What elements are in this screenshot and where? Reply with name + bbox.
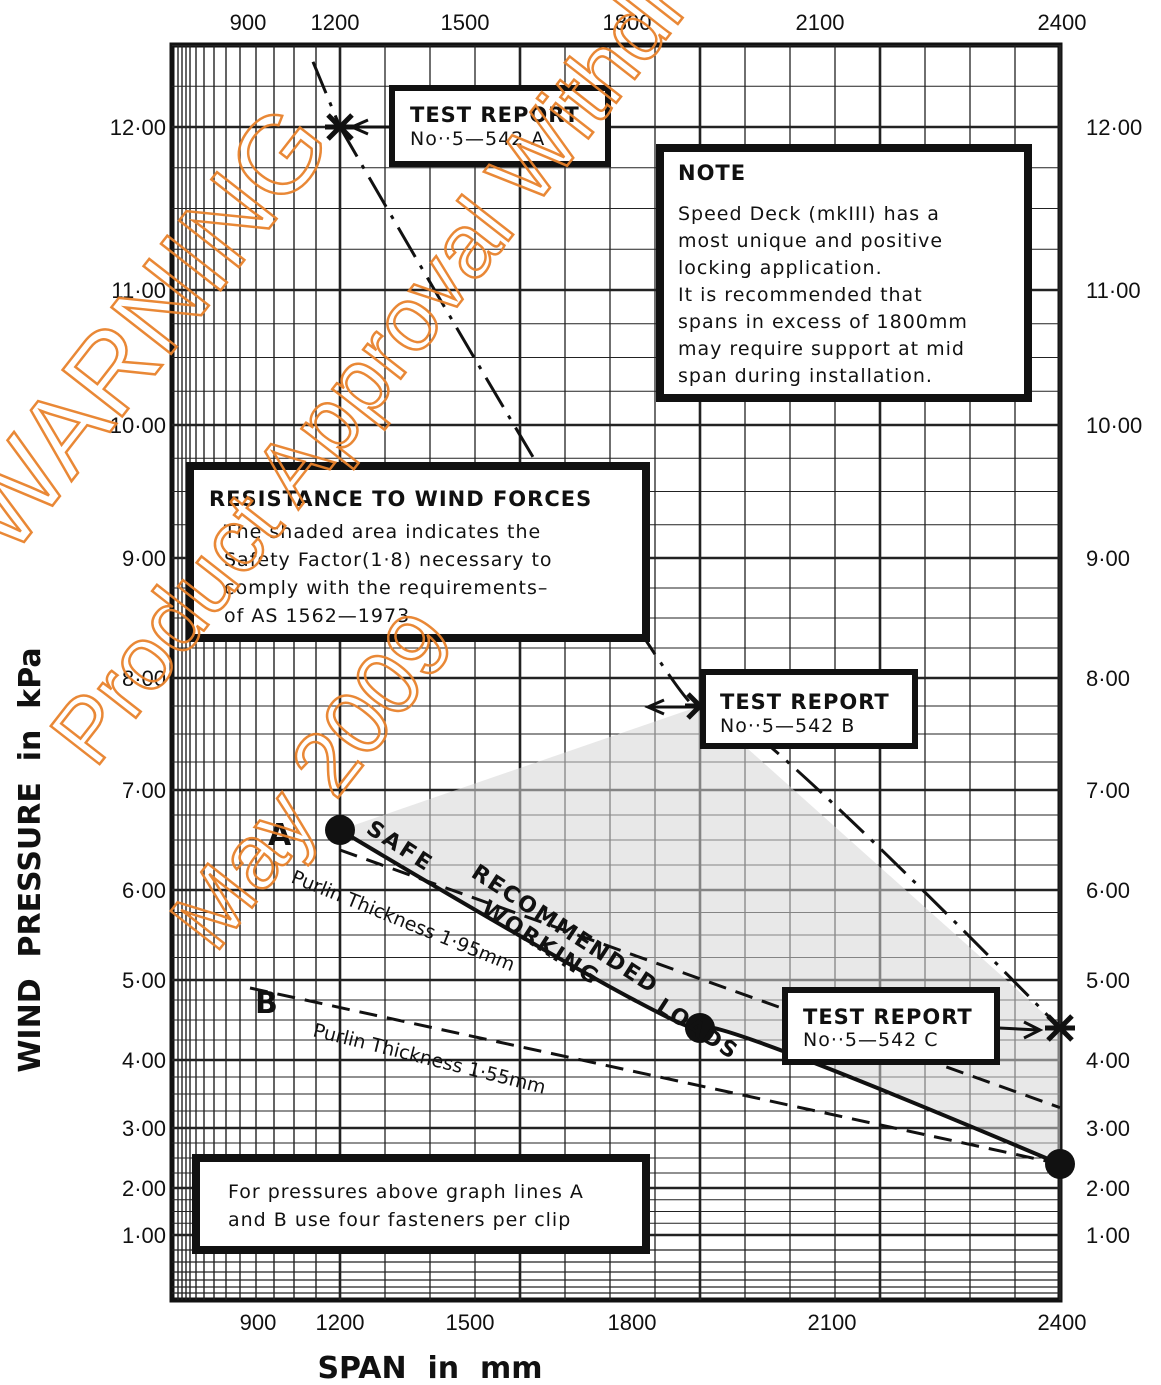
test-report-a-number: No··5—542 A <box>410 128 545 150</box>
y-tick-label-right: 6·00 <box>1086 878 1130 903</box>
text-line: For pressures above graph lines A <box>228 1181 584 1203</box>
y-axis-label: WIND PRESSURE in kPa <box>13 647 48 1072</box>
y-tick-label-right: 5·00 <box>1086 968 1130 993</box>
y-tick-label-left: 4·00 <box>122 1048 166 1073</box>
y-tick-label-left: 12·00 <box>110 115 166 140</box>
x-tick-label-bottom: 1200 <box>316 1310 365 1335</box>
text-line: may require support at mid <box>678 338 965 360</box>
x-tick-label-bottom: 1800 <box>608 1310 657 1335</box>
y-tick-label-left: 1·00 <box>122 1223 166 1248</box>
text-line: Safety Factor(1·8) necessary to <box>224 549 553 571</box>
y-tick-label-right: 10·00 <box>1086 413 1142 438</box>
x-tick-label-top: 1500 <box>441 10 490 35</box>
y-tick-label-left: 3·00 <box>122 1116 166 1141</box>
series-a-label: A <box>268 818 292 853</box>
x-tick-label-top: 1200 <box>311 10 360 35</box>
text-line: of AS 1562—1973 <box>224 605 410 627</box>
y-tick-label-right: 8·00 <box>1086 666 1130 691</box>
test-report-a-title: TEST REPORT <box>410 103 580 127</box>
arrow-b <box>644 698 700 716</box>
series-b-label: B <box>255 986 278 1021</box>
series-line-3 <box>339 848 1061 1110</box>
axis-tick-labels: 900 1200 1500 1800 2100 2400 900 1200 1500 1800 21… <box>110 10 1143 1335</box>
y-tick-label-left: 2·00 <box>122 1176 166 1201</box>
text-line: span during installation. <box>678 365 933 387</box>
resistance-title: RESISTANCE TO WIND FORCES <box>209 487 592 511</box>
text-line: most unique and positive <box>678 230 943 252</box>
y-tick-label-left: 10·00 <box>110 413 166 438</box>
fasteners-text: For pressures above graph lines A and B u… <box>228 1181 584 1231</box>
y-tick-label-left: 5·00 <box>122 968 166 993</box>
text-line: The shaded area indicates the <box>223 521 541 543</box>
text-line: comply with the requirements– <box>224 577 548 599</box>
y-tick-label-right: 4·00 <box>1086 1048 1130 1073</box>
text-line: It is recommended that <box>678 284 923 306</box>
x-tick-label-top: 2400 <box>1038 10 1087 35</box>
safe-load-point <box>325 815 355 845</box>
test-report-marker <box>1045 1014 1075 1042</box>
note-title: NOTE <box>678 161 746 185</box>
x-tick-label-top: 900 <box>230 10 267 35</box>
safe-load-point <box>685 1013 715 1043</box>
text-line: locking application. <box>678 257 883 279</box>
y-tick-label-right: 1·00 <box>1086 1223 1130 1248</box>
arrow-a <box>348 118 390 136</box>
y-tick-label-right: 3·00 <box>1086 1116 1130 1141</box>
fasteners-box: For pressures above graph lines A and B u… <box>192 1154 650 1254</box>
y-tick-label-left: 6·00 <box>122 878 166 903</box>
series-line-1 <box>338 126 1062 1030</box>
series-line-1-extension <box>311 61 342 128</box>
test-report-b-box: TEST REPORT No··5—542 B <box>700 669 918 749</box>
y-tick-label-left: 11·00 <box>111 278 166 303</box>
x-tick-label-top: 2100 <box>796 10 845 35</box>
test-report-c-number: No··5—542 C <box>803 1029 939 1051</box>
x-axis-label: SPAN in mm <box>317 1351 542 1385</box>
test-report-b-number: No··5—542 B <box>720 715 855 737</box>
note-box: NOTE Speed Deck (mkIII) has a most unique… <box>656 144 1032 402</box>
y-tick-label-left: 9·00 <box>122 546 166 571</box>
x-tick-label-bottom: 2100 <box>808 1310 857 1335</box>
y-tick-label-right: 9·00 <box>1086 546 1130 571</box>
test-report-c-title: TEST REPORT <box>803 1005 973 1029</box>
test-report-a-box: TEST REPORT No··5—542 A <box>389 85 611 167</box>
note-text: Speed Deck (mkIII) has a most unique and … <box>678 203 968 387</box>
arrow-c <box>998 1020 1044 1040</box>
x-tick-label-bottom: 1500 <box>446 1310 495 1335</box>
data-markers <box>325 113 1075 1179</box>
safe-load-point <box>1045 1149 1075 1179</box>
y-tick-label-left: 7·00 <box>122 778 166 803</box>
y-tick-label-right: 7·00 <box>1086 778 1130 803</box>
x-tick-label-top: 1800 <box>603 10 652 35</box>
x-tick-label-bottom: 900 <box>240 1310 277 1335</box>
test-report-c-box: TEST REPORT No··5—542 C <box>782 987 1000 1065</box>
text-line: and B use four fasteners per clip <box>228 1209 571 1231</box>
resistance-text: The shaded area indicates the Safety Fact… <box>223 521 553 627</box>
y-tick-label-right: 11·00 <box>1086 278 1141 303</box>
text-line: Speed Deck (mkIII) has a <box>678 203 940 225</box>
y-tick-label-right: 2·00 <box>1086 1176 1130 1201</box>
text-line: spans in excess of 1800mm <box>678 311 968 333</box>
y-tick-label-left: 8·00 <box>122 666 166 691</box>
resistance-box: RESISTANCE TO WIND FORCES The shaded are… <box>186 462 650 642</box>
x-tick-label-bottom: 2400 <box>1038 1310 1087 1335</box>
test-report-b-title: TEST REPORT <box>720 690 890 714</box>
y-tick-label-right: 12·00 <box>1086 115 1142 140</box>
